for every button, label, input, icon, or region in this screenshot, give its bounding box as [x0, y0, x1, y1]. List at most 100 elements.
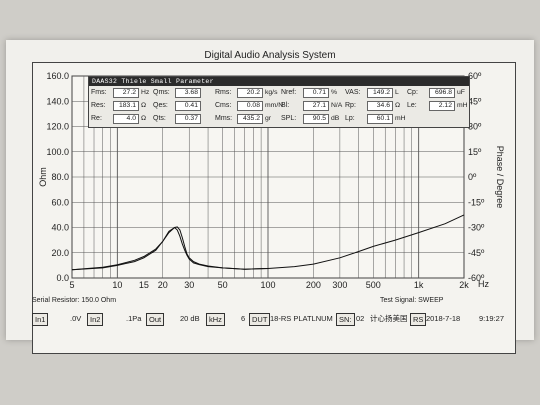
y2-tick-label: -60º — [468, 273, 485, 283]
sn-button[interactable]: SN: — [336, 313, 355, 326]
khz-button[interactable]: kHz — [206, 313, 225, 326]
param-unit: L — [395, 89, 399, 96]
param-value: 90.5 — [303, 114, 329, 124]
param-value: 0.37 — [175, 114, 201, 124]
y2-tick-label: 60º — [468, 71, 482, 81]
param-label: Qts: — [153, 115, 166, 122]
x-tick-label: 15 — [139, 280, 149, 290]
x-tick-label: 500 — [366, 280, 381, 290]
param-label: Mms: — [215, 115, 233, 122]
param-value: 435.2 — [237, 114, 263, 124]
x-tick-label: 2k — [459, 280, 469, 290]
param-value: 27.1 — [303, 101, 329, 111]
y-tick-label: 80.0 — [51, 172, 69, 182]
x-unit-label: Hz — [478, 279, 489, 289]
param-unit: mm/N — [265, 102, 284, 109]
rs-button[interactable]: RS — [410, 313, 427, 326]
x-tick-label: 1k — [414, 280, 424, 290]
y-tick-label: 100.0 — [46, 147, 69, 157]
param-unit: Ω — [395, 102, 401, 109]
param-unit: kg/s — [265, 89, 278, 96]
param-unit: Hz — [141, 89, 150, 96]
param-value: 0.71 — [303, 88, 329, 98]
impedance-series-line — [71, 214, 465, 271]
date-readout: 2018-7-18 — [426, 314, 461, 323]
x-tick-label: 5 — [69, 280, 74, 290]
out-button[interactable]: Out — [146, 313, 165, 326]
y-tick-label: 0.0 — [56, 273, 69, 283]
param-label: Cp: — [407, 89, 418, 96]
param-value: 4.0 — [113, 114, 139, 124]
param-label: Rp: — [345, 102, 356, 109]
x-tick-label: 20 — [158, 280, 168, 290]
x-tick-label: 50 — [218, 280, 228, 290]
x-tick-label: 300 — [332, 280, 347, 290]
y2-tick-label: -30º — [468, 223, 485, 233]
dut-button[interactable]: DUT — [249, 313, 271, 326]
y-tick-label: 40.0 — [51, 223, 69, 233]
param-label: Re: — [91, 115, 102, 122]
status-bar: Serial Resistor: 150.0 Ohm Test Signal: … — [32, 296, 508, 306]
param-label: Cms: — [215, 102, 232, 109]
x-tick-label: 10 — [112, 280, 122, 290]
y2-tick-label: -45º — [468, 248, 485, 258]
param-value: 149.2 — [367, 88, 393, 98]
panel-title: DAAS32 Thiele Small Parameter — [89, 77, 469, 86]
y-tick-label: 120.0 — [46, 122, 69, 132]
bottom-toolbar: In1 .0V In2 .1Pa Out 20 dB kHz 6 DUT 18-… — [32, 312, 508, 326]
param-unit: mH — [395, 115, 406, 122]
db-readout: 20 dB — [180, 314, 200, 323]
param-value: 60.1 — [367, 114, 393, 124]
param-label: SPL: — [281, 115, 297, 122]
y2-tick-label: 15º — [468, 147, 482, 157]
param-label: Fms: — [91, 89, 107, 96]
y-tick-label: 60.0 — [51, 197, 69, 207]
param-value: 20.2 — [237, 88, 263, 98]
y2-tick-label: 45º — [468, 96, 482, 106]
y2-tick-label: 0º — [468, 172, 477, 182]
param-value: 0.41 — [175, 101, 201, 111]
param-row: Re: 4.0 Ω Qts: 0.37 Mms: 435.2 gr SPL: 90.5 dB Lp: 6… — [89, 113, 469, 124]
thiele-small-panel: DAAS32 Thiele Small Parameter Fms: 27.2 Hz… — [88, 76, 470, 128]
y-axis-label: Ohm — [38, 167, 48, 187]
y2-axis-label: Phase / Degree — [495, 146, 505, 209]
channel-readout: 6 — [241, 314, 246, 323]
param-unit: dB — [331, 115, 340, 122]
serial-resistor-text: Serial Resistor: 150.0 Ohm — [32, 297, 117, 304]
voltage-readout: .0V — [70, 314, 82, 323]
param-label: Le: — [407, 102, 417, 109]
param-label: Nref: — [281, 89, 297, 96]
in1-button[interactable]: In1 — [32, 313, 49, 326]
param-unit: Ω — [141, 115, 147, 122]
x-tick-label: 200 — [306, 280, 321, 290]
param-value: 34.6 — [367, 101, 393, 111]
in2-button[interactable]: In2 — [87, 313, 104, 326]
param-unit: gr — [265, 115, 272, 122]
param-label: Qms: — [153, 89, 170, 96]
sn-value: 02 — [356, 314, 365, 323]
param-label: VAS: — [345, 89, 361, 96]
param-value: 696.8 — [429, 88, 455, 98]
param-label: Res: — [91, 102, 106, 109]
y-tick-label: 20.0 — [51, 248, 69, 258]
y2-tick-label: 30º — [468, 122, 482, 132]
param-value: 2.12 — [429, 101, 455, 111]
impedance-series-line — [71, 226, 269, 271]
param-unit: % — [331, 89, 338, 96]
param-unit: Ω — [141, 102, 147, 109]
param-value: 183.1 — [113, 101, 139, 111]
param-label: Rms: — [215, 89, 232, 96]
param-value: 0.08 — [237, 101, 263, 111]
y-tick-label: 160.0 — [46, 71, 69, 81]
x-tick-label: 30 — [184, 280, 194, 290]
test-signal-text: Test Signal: SWEEP — [380, 297, 444, 304]
param-label: Bl: — [281, 102, 290, 109]
x-tick-label: 100 — [260, 280, 275, 290]
param-unit: N/A — [331, 102, 343, 109]
time-readout: 9:19:27 — [479, 314, 505, 323]
param-unit: mH — [457, 102, 468, 109]
company-name: 计心扬美国 — [370, 314, 408, 323]
pressure-readout: .1Pa — [126, 314, 142, 323]
param-label: Qes: — [153, 102, 168, 109]
